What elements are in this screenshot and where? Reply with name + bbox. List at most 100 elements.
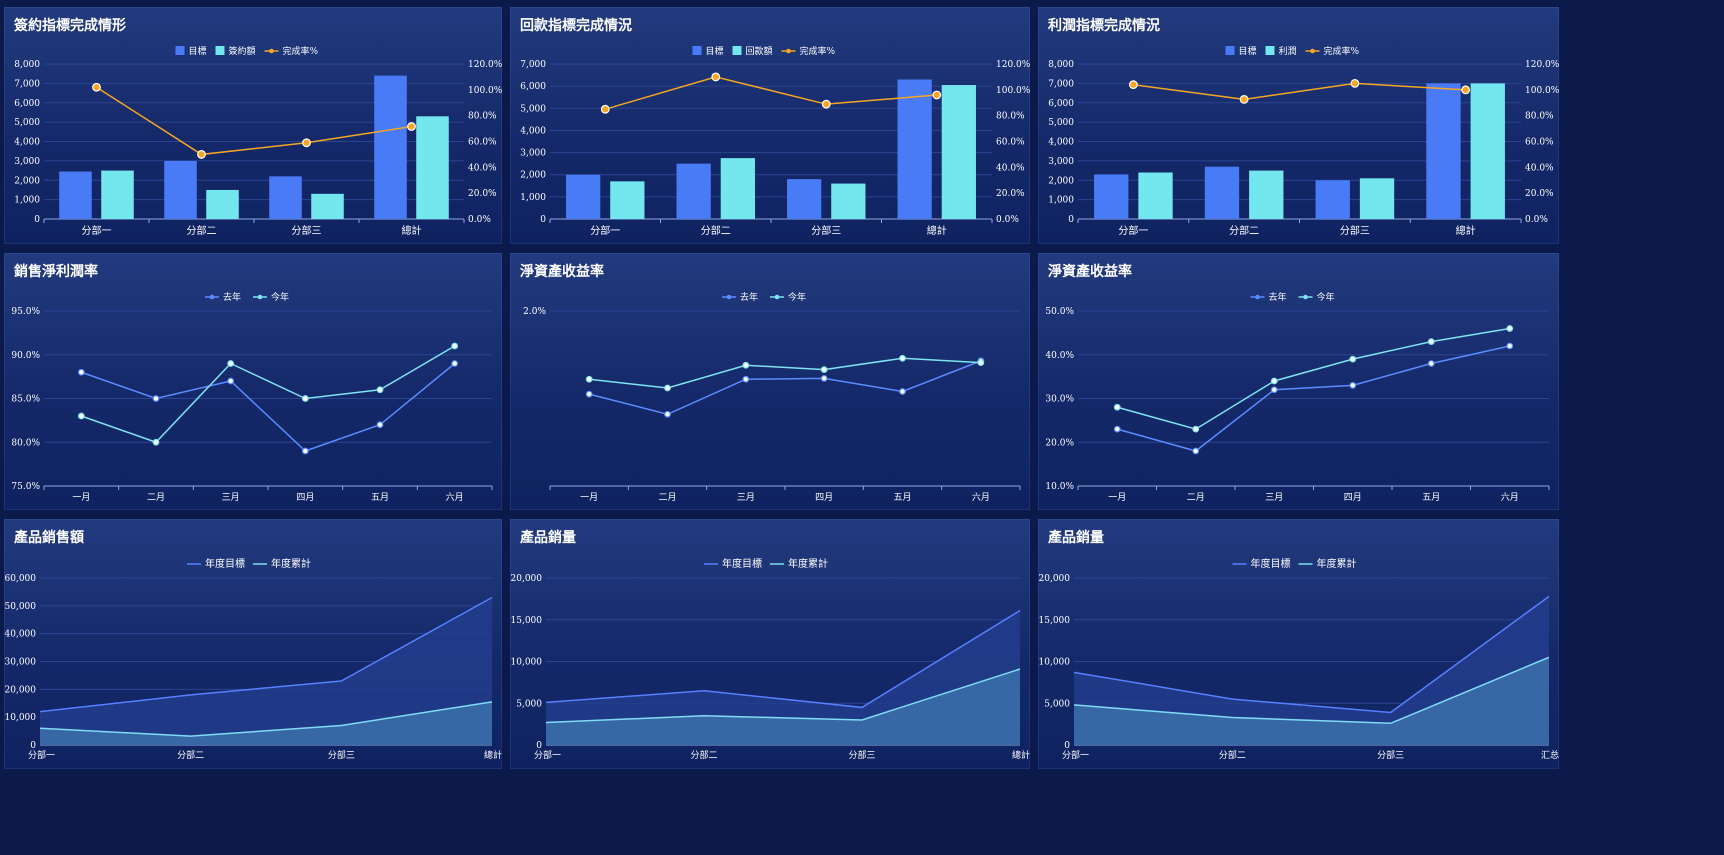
bar-target xyxy=(897,79,932,219)
y2-tick-label: 40.0% xyxy=(1525,163,1554,173)
contract-completion-chart: 8,000 7,000 6,000 5,000 4,000 3,000 2,000 1,000… xyxy=(14,45,502,237)
x-tick-label: 六月 xyxy=(972,491,990,503)
legend-label: 完成率% xyxy=(800,45,836,57)
y-tick-label: 20.0% xyxy=(1045,438,1074,448)
x-tick-label: 總計 xyxy=(1012,749,1030,761)
chart-title: 利潤指標完成情況 xyxy=(1048,18,1160,34)
completion-rate-point xyxy=(1350,78,1360,88)
y-tick-label: 5,000 xyxy=(516,699,542,709)
bar-target xyxy=(566,174,601,219)
legend-label: 利潤 xyxy=(1279,45,1297,57)
this-year-point xyxy=(1270,377,1278,385)
last-year-point xyxy=(1349,381,1357,389)
y-tick-label: 6,000 xyxy=(520,82,546,92)
last-year-point xyxy=(376,421,384,429)
x-tick-label: 一月 xyxy=(1108,492,1126,503)
this-year-point xyxy=(301,395,309,402)
y-tick-label: 30.0% xyxy=(1045,395,1074,405)
this-year-point xyxy=(742,361,750,369)
y-tick-label: 10,000 xyxy=(5,713,37,723)
legend-swatch xyxy=(175,46,185,55)
chart-title: 產品銷量 xyxy=(520,530,576,546)
x-tick-label: 分部一 xyxy=(590,224,620,237)
legend-label: 去年 xyxy=(1269,291,1287,303)
legend-label: 去年 xyxy=(223,291,241,303)
y-tick-label: 4,000 xyxy=(14,138,40,148)
x-tick-label: 分部二 xyxy=(177,749,204,761)
y-tick-label: 0 xyxy=(1068,215,1074,225)
this-year-point xyxy=(376,386,384,394)
y-tick-label: 40.0% xyxy=(1045,351,1074,361)
last-year-point xyxy=(301,447,309,455)
annual-target-area xyxy=(40,597,492,745)
y-tick-label: 20,000 xyxy=(511,574,543,584)
completion-rate-point xyxy=(932,90,942,100)
x-tick-label: 分部一 xyxy=(534,749,561,761)
completion-rate-point xyxy=(600,104,610,114)
this-year-point xyxy=(1427,338,1435,346)
y-tick-label: 10,000 xyxy=(511,658,543,668)
this-year-point xyxy=(1113,403,1121,411)
x-tick-label: 二月 xyxy=(147,492,165,503)
legend-dot xyxy=(1303,294,1308,300)
x-tick-label: 總計 xyxy=(402,224,422,237)
last-year-line xyxy=(588,360,982,416)
x-tick-label: 二月 xyxy=(658,492,676,503)
roe-chart-1: 2.0% 一月 二月 三月 四月 五月 六月 去年 今年 xyxy=(523,291,1021,503)
legend-label: 目標 xyxy=(189,45,207,57)
legend-swatch xyxy=(215,46,225,55)
y-tick-label: 2,000 xyxy=(14,176,40,186)
y2-tick-label: 60.0% xyxy=(1525,138,1554,148)
x-tick-label: 分部二 xyxy=(187,224,217,237)
y-tick-label: 95.0% xyxy=(11,307,40,317)
x-tick-label: 三月 xyxy=(1265,492,1283,503)
last-year-point xyxy=(1427,360,1435,367)
legend-label: 年度累計 xyxy=(1317,557,1357,570)
legend-dot xyxy=(1310,48,1315,54)
panel-product-sales: 產品銷售額 60,000 50,000 40,000 30,000 20,000 10,0… xyxy=(4,519,502,769)
legend-label: 年度目標 xyxy=(1251,557,1291,570)
this-year-point xyxy=(1349,355,1357,363)
legend-label: 年度目標 xyxy=(205,557,245,570)
x-tick-label: 六月 xyxy=(1501,491,1519,503)
x-tick-label: 二月 xyxy=(1187,492,1205,503)
y-tick-label: 3,000 xyxy=(520,149,546,159)
legend-dot xyxy=(257,294,263,300)
y-tick-label: 20,000 xyxy=(1039,574,1071,584)
bar-actual xyxy=(1249,170,1284,219)
y-tick-label: 60,000 xyxy=(5,574,37,584)
legend-dot xyxy=(269,48,274,54)
y-tick-label: 2,000 xyxy=(1048,176,1074,186)
legend-label: 目標 xyxy=(1239,45,1257,57)
y-tick-label: 20,000 xyxy=(5,685,37,695)
y2-tick-label: 80.0% xyxy=(468,112,497,122)
panel-product-volume-1: 產品銷量 20,000 15,000 10,000 5,000 0 分部一 分部二 分部三 總計… xyxy=(510,519,1030,769)
y-tick-label: 80.0% xyxy=(11,438,40,448)
legend-dot xyxy=(1255,294,1260,300)
legend-label: 年度目標 xyxy=(722,557,762,570)
last-year-point xyxy=(585,390,593,398)
y-tick-label: 15,000 xyxy=(1039,616,1071,626)
this-year-point xyxy=(227,360,235,367)
y-tick-label: 1,000 xyxy=(520,193,546,203)
this-year-line xyxy=(81,345,456,444)
y2-tick-label: 0.0% xyxy=(1525,215,1548,225)
y-tick-label: 0 xyxy=(536,741,542,751)
x-tick-label: 五月 xyxy=(371,492,389,503)
last-year-point xyxy=(742,375,750,383)
bar-target xyxy=(269,176,302,219)
last-year-line xyxy=(81,362,456,452)
bar-target xyxy=(1426,83,1461,219)
completion-rate-line xyxy=(1133,82,1466,101)
y-tick-label: 90.0% xyxy=(11,351,40,361)
completion-rate-point xyxy=(92,82,101,92)
legend-dot xyxy=(726,294,732,300)
this-year-point xyxy=(451,342,459,350)
y-tick-label: 6,000 xyxy=(14,99,40,109)
this-year-point xyxy=(77,412,85,420)
legend-swatch xyxy=(692,46,702,55)
last-year-line xyxy=(1117,345,1510,452)
bar-actual xyxy=(416,116,449,219)
panel-collection-completion: 回款指標完成情況 7,000 6,000 5,000 4,000 3,000 2,000 1… xyxy=(510,7,1030,244)
